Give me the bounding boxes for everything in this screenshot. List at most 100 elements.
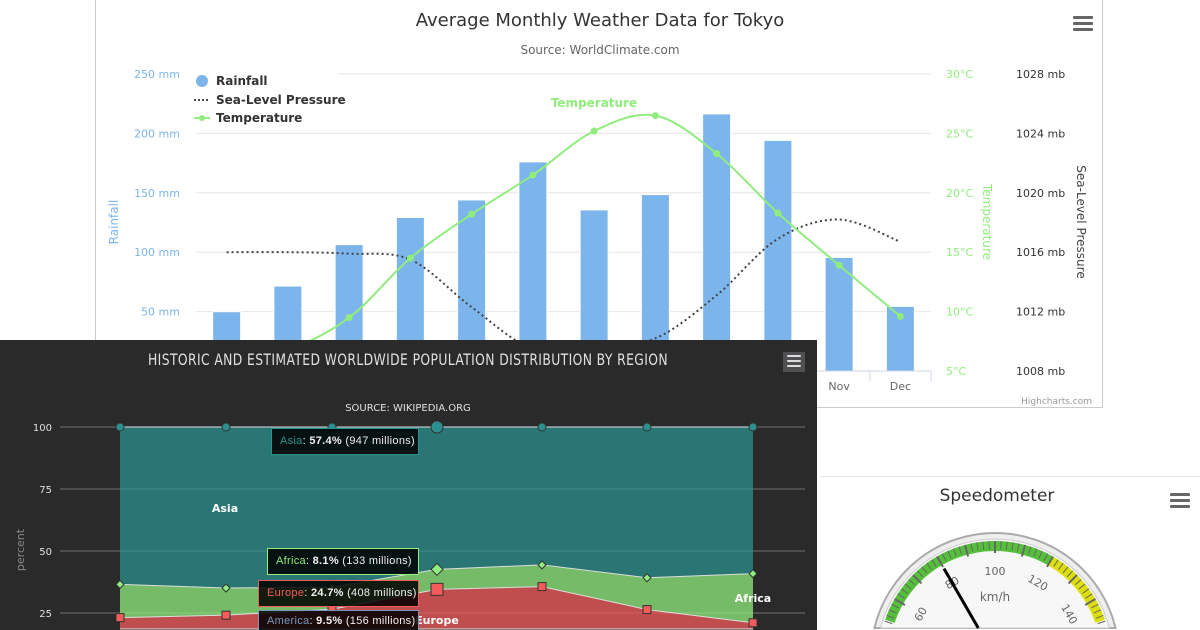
gauge-tick (982, 541, 985, 550)
gauge-tick (1011, 542, 1014, 551)
temperature-point (590, 127, 598, 135)
x-axis-label: Dec (890, 380, 911, 393)
temperature-tick-label: 20°C (946, 187, 973, 200)
legend-label-temperature[interactable]: Temperature (216, 111, 302, 125)
data-label-europe: Europe (415, 614, 459, 627)
gauge-tick (1082, 588, 1090, 594)
speedometer-title: Speedometer (940, 486, 1055, 506)
y-axis-label: 50 (39, 547, 52, 558)
gauge-tick (1078, 583, 1086, 590)
gauge-tick-label: 60 (912, 605, 930, 624)
gauge-tick (888, 609, 897, 614)
gauge-tick (964, 544, 970, 557)
pressure-tick-label: 1008 mb (1016, 365, 1065, 378)
gauge-tick (1091, 603, 1099, 609)
area-africa (120, 564, 753, 623)
gauge-tick (1016, 543, 1020, 552)
tooltip-detail: (947 millions) (345, 435, 415, 447)
gauge-tick (976, 542, 979, 551)
marker-europe (537, 582, 547, 592)
marker-africa (430, 562, 444, 577)
tooltip-value: 57.4% (309, 435, 343, 447)
gauge-tick (936, 556, 944, 568)
temperature-point (713, 150, 721, 158)
percent-axis-title: percent (14, 528, 27, 571)
legend-marker-temperature (199, 115, 205, 121)
gauge-tick (921, 566, 928, 574)
gauge-tick (1093, 609, 1102, 614)
gauge-tick (1097, 620, 1106, 625)
temperature-tick-label: 15°C (946, 246, 973, 259)
legend-label-pressure[interactable]: Sea-Level Pressure (216, 93, 346, 107)
tooltip-detail: (408 millions) (347, 587, 417, 599)
pressure-tick-label: 1024 mb (1016, 127, 1065, 140)
legend-item-rainfall[interactable]: Rainfall (196, 74, 268, 88)
pressure-axis-title: Sea-Level Pressure (1074, 165, 1088, 278)
gauge-unit: km/h (980, 590, 1010, 604)
tooltip-series: Asia (280, 435, 303, 447)
marker-europe (642, 605, 652, 615)
gauge-tick (886, 614, 895, 619)
tooltip-detail: (156 millions) (345, 615, 416, 627)
marker-europe (115, 613, 125, 623)
tooltip-detail: (133 millions) (342, 555, 412, 567)
temperature-point (406, 254, 414, 262)
gauge-tick (1062, 566, 1069, 574)
gauge-tick (908, 579, 916, 586)
tooltip-series: America (267, 615, 310, 627)
marker-asia (221, 422, 231, 432)
gauge-tick (891, 603, 899, 609)
population-chart: HISTORIC AND ESTIMATED WORLDWIDE POPULAT… (0, 340, 817, 630)
gauge-tick (1085, 593, 1093, 599)
gauge-tick (1095, 614, 1104, 619)
legend-item-pressure[interactable]: Sea-Level Pressure (194, 93, 346, 107)
temperature-axis-title: Temperature (980, 183, 994, 260)
legend-label-rainfall[interactable]: Rainfall (216, 74, 268, 88)
legend-item-temperature[interactable]: Temperature (194, 111, 302, 125)
population-subtitle: SOURCE: WIKIPEDIA.ORG (345, 403, 471, 414)
temperature-point (529, 171, 537, 179)
population-menu-button[interactable] (783, 352, 805, 372)
chart-menu-button[interactable] (1073, 16, 1093, 32)
gauge-tick (1067, 574, 1078, 585)
rainfall-axis-title: Rainfall (107, 200, 121, 245)
temperature-tick-label: 5°C (946, 365, 966, 378)
tooltip-africa: Africa: 8.1% (133 millions) (267, 548, 419, 575)
gauge-tick (958, 546, 963, 555)
gauge-tick (1043, 553, 1049, 561)
gauge-needle (942, 567, 980, 629)
temperature-series-label: Temperature (551, 96, 637, 110)
pressure-tick-label: 1028 mb (1016, 68, 1065, 81)
tooltip-value: 24.7% (311, 587, 344, 599)
y-axis-label: 75 (39, 485, 52, 496)
data-label-asia: Asia (212, 502, 238, 515)
gauge-tick (1027, 546, 1032, 555)
credits-link[interactable]: Highcharts.com (1021, 397, 1092, 407)
gauge-tick (900, 588, 908, 594)
temperature-point (774, 209, 782, 217)
marker-asia (115, 422, 125, 432)
gauge-tick (1046, 556, 1054, 568)
temperature-line (226, 113, 902, 352)
gauge-tick (1053, 559, 1059, 567)
y-axis-label: 100 (33, 423, 52, 434)
gauge-tick (1005, 541, 1008, 550)
legend: Rainfall Sea-Level Pressure Temperature (188, 70, 346, 128)
pressure-tick-label: 1012 mb (1016, 306, 1065, 319)
gauge-tick (952, 548, 957, 557)
speedometer-menu-button[interactable] (1170, 493, 1190, 509)
gauge-tick (1038, 550, 1043, 559)
gauge-tick (1084, 598, 1096, 606)
tooltip-america: America: 9.5% (156 millions) (258, 610, 419, 630)
x-axis-label: Nov (828, 380, 850, 393)
gauge-tick (917, 570, 924, 578)
tooltip-series: Europe (267, 587, 305, 599)
area-asia (120, 427, 753, 589)
rainfall-tick-label: 200 mm (134, 127, 180, 140)
gauge-tick (931, 559, 937, 567)
marker-europe (430, 582, 444, 596)
gauge-tick (1033, 548, 1038, 557)
gauge-tick (970, 543, 974, 552)
marker-africa (748, 568, 758, 579)
temperature-point (468, 210, 476, 218)
